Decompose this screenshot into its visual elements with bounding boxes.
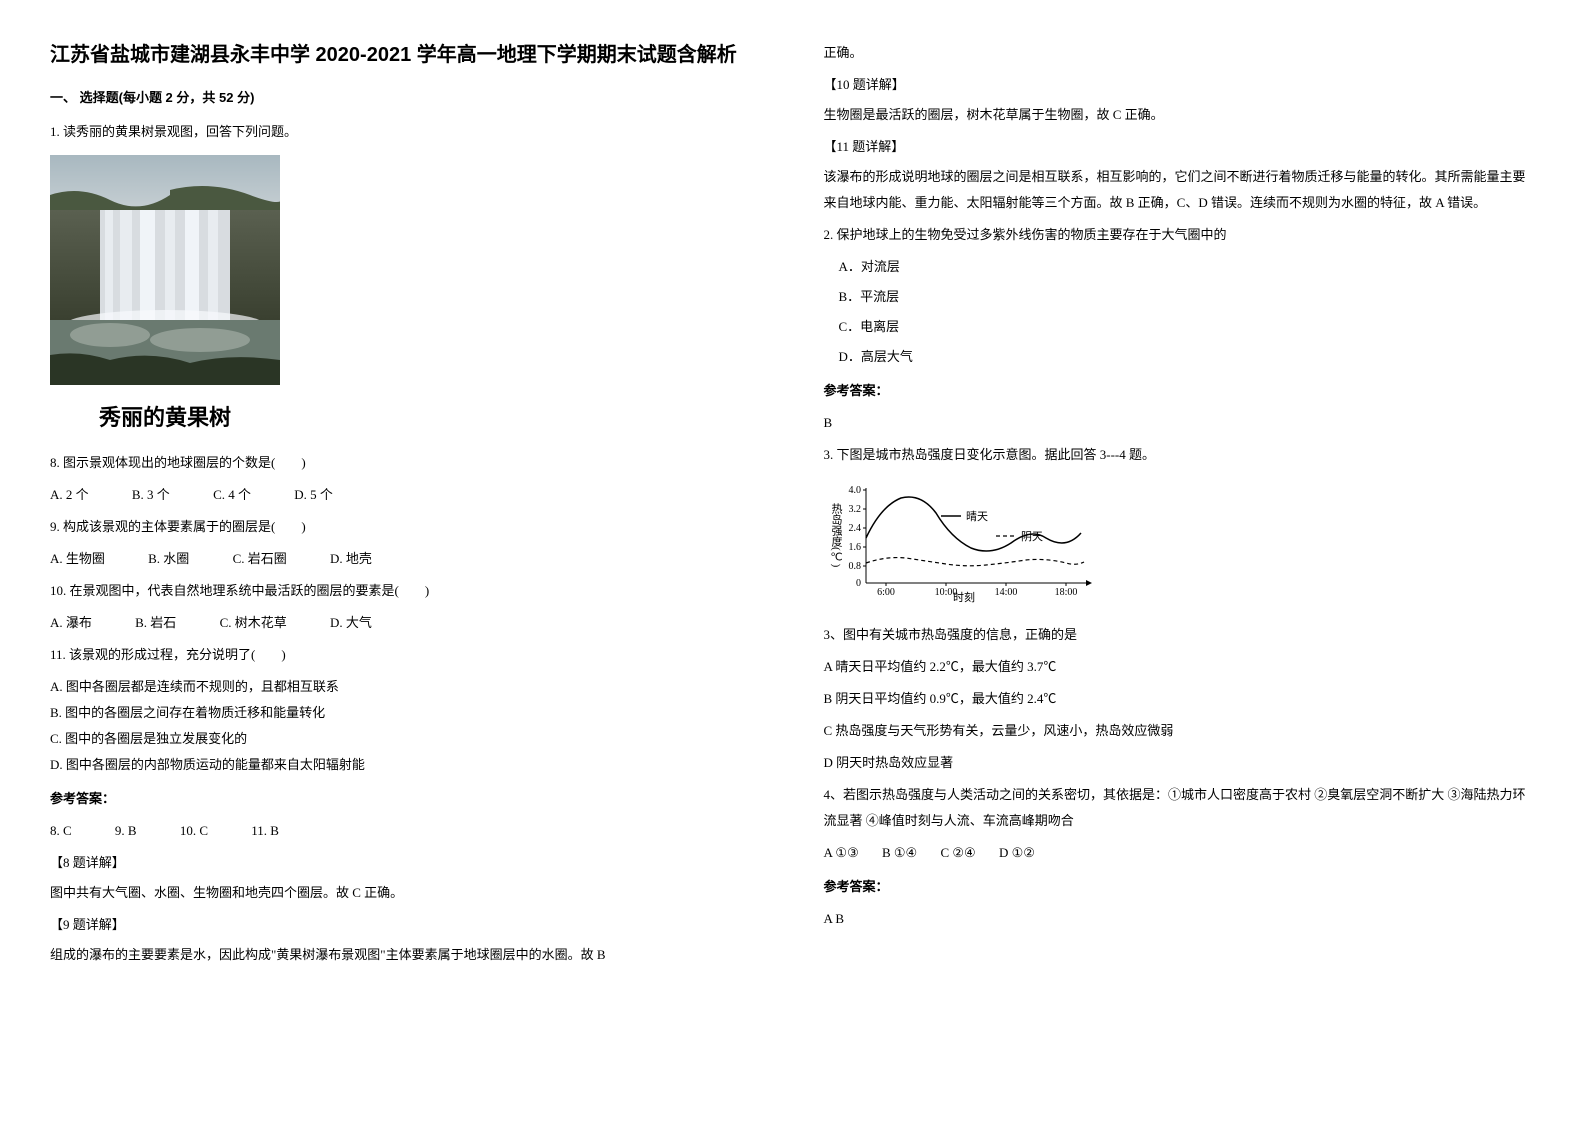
ans-9: 9. B <box>115 818 137 844</box>
q3-text: 3、图中有关城市热岛强度的信息，正确的是 <box>824 622 1538 648</box>
q8-opt-c: C. 4 个 <box>213 482 251 508</box>
q11-opt-c: C. 图中的各圈层是独立发展变化的 <box>50 726 764 752</box>
q2-opt-c: C．电离层 <box>839 314 1538 340</box>
q10-opt-d: D. 大气 <box>330 610 372 636</box>
q2-opt-d: D．高层大气 <box>839 344 1538 370</box>
cloudy-label: 阴天 <box>1021 530 1043 543</box>
exp11-heading: 【11 题详解】 <box>824 134 1538 160</box>
q11-opt-a: A. 图中各圈层都是连续而不规则的，且都相互联系 <box>50 674 764 700</box>
x-axis-label: 时刻 <box>953 590 975 603</box>
chart-svg: 4.0 3.2 2.4 1.6 0.8 0 6:00 10:00 14:00 1… <box>824 478 1104 603</box>
q4-options: A ①③ B ①④ C ②④ D ①② <box>824 840 1538 866</box>
q9-opt-d: D. 地壳 <box>330 546 372 572</box>
ytick-0: 0 <box>856 578 861 589</box>
waterfall-caption: 秀丽的黄果树 <box>50 396 280 440</box>
exp8-heading: 【8 题详解】 <box>50 850 764 876</box>
y-axis-label: 热岛强度(℃) <box>830 503 843 568</box>
xtick-6: 6:00 <box>877 587 895 598</box>
q3-opt-d: D 阴天时热岛效应显著 <box>824 750 1538 776</box>
q8-options: A. 2 个 B. 3 个 C. 4 个 D. 5 个 <box>50 482 764 508</box>
heat-island-chart: 4.0 3.2 2.4 1.6 0.8 0 6:00 10:00 14:00 1… <box>824 478 1538 612</box>
xtick-14: 14:00 <box>994 587 1017 598</box>
answer-heading-1: 参考答案： <box>50 786 764 812</box>
q3-opt-c: C 热岛强度与天气形势有关，云量少，风速小，热岛效应微弱 <box>824 718 1538 744</box>
q2-answer: B <box>824 410 1538 436</box>
sunny-line <box>866 497 1081 551</box>
q11-opt-b: B. 图中的各圈层之间存在着物质迁移和能量转化 <box>50 700 764 726</box>
q3-opt-a: A 晴天日平均值约 2.2℃，最大值约 3.7℃ <box>824 654 1538 680</box>
section-1-heading: 一、 选择题(每小题 2 分，共 52 分) <box>50 85 764 111</box>
left-column: 江苏省盐城市建湖县永丰中学 2020-2021 学年高一地理下学期期末试题含解析… <box>50 40 764 974</box>
q9-text: 9. 构成该景观的主体要素属于的圈层是( ) <box>50 514 764 540</box>
q10-options: A. 瀑布 B. 岩石 C. 树木花草 D. 大气 <box>50 610 764 636</box>
q3-opt-b: B 阴天日平均值约 0.9℃，最大值约 2.4℃ <box>824 686 1538 712</box>
q4-text: 4、若图示热岛强度与人类活动之间的关系密切，其依据是：①城市人口密度高于农村 ②… <box>824 782 1538 834</box>
q9-opt-a: A. 生物圈 <box>50 546 105 572</box>
ytick-16: 1.6 <box>848 542 861 553</box>
ytick-32: 3.2 <box>848 504 861 515</box>
q10-opt-b: B. 岩石 <box>135 610 176 636</box>
q9-opt-b: B. 水圈 <box>148 546 189 572</box>
q1-intro: 1. 读秀丽的黄果树景观图，回答下列问题。 <box>50 119 764 145</box>
ytick-40: 4.0 <box>848 485 861 496</box>
q8-opt-a: A. 2 个 <box>50 482 89 508</box>
exp8-text: 图中共有大气圈、水圈、生物圈和地壳四个圈层。故 C 正确。 <box>50 880 764 906</box>
waterfall-image-container: 秀丽的黄果树 <box>50 155 764 440</box>
document-title: 江苏省盐城市建湖县永丰中学 2020-2021 学年高一地理下学期期末试题含解析 <box>50 40 764 70</box>
sunny-label: 晴天 <box>966 510 988 523</box>
ytick-08: 0.8 <box>848 561 861 572</box>
q9-opt-c: C. 岩石圈 <box>233 546 287 572</box>
q8-opt-d: D. 5 个 <box>294 482 333 508</box>
q2-answer-heading: 参考答案： <box>824 378 1538 404</box>
answers-q8-11: 8. C 9. B 10. C 11. B <box>50 818 764 844</box>
q8-text: 8. 图示景观体现出的地球圈层的个数是( ) <box>50 450 764 476</box>
q4-opt-d: D ①② <box>999 840 1035 866</box>
q8-opt-b: B. 3 个 <box>132 482 170 508</box>
cloudy-line <box>866 558 1084 566</box>
q2-opt-b: B．平流层 <box>839 284 1538 310</box>
q10-opt-c: C. 树木花草 <box>220 610 287 636</box>
right-column: 正确。 【10 题详解】 生物圈是最活跃的圈层，树木花草属于生物圈，故 C 正确… <box>824 40 1538 974</box>
ans-11: 11. B <box>251 818 279 844</box>
q11-text: 11. 该景观的形成过程，充分说明了( ) <box>50 642 764 668</box>
ans-10: 10. C <box>180 818 208 844</box>
q4-opt-b: B ①④ <box>882 840 917 866</box>
q2-opt-a: A．对流层 <box>839 254 1538 280</box>
q10-opt-a: A. 瀑布 <box>50 610 92 636</box>
exp11-text: 该瀑布的形成说明地球的圈层之间是相互联系，相互影响的，它们之间不断进行着物质迁移… <box>824 164 1538 216</box>
waterfall-image <box>50 155 280 385</box>
q34-answer-heading: 参考答案： <box>824 874 1538 900</box>
q11-opt-d: D. 图中各圈层的内部物质运动的能量都来自太阳辐射能 <box>50 752 764 778</box>
xtick-18: 18:00 <box>1054 587 1077 598</box>
q4-opt-a: A ①③ <box>824 840 859 866</box>
exp9-heading: 【9 题详解】 <box>50 912 764 938</box>
ytick-24: 2.4 <box>848 523 861 534</box>
exp10-heading: 【10 题详解】 <box>824 72 1538 98</box>
q4-opt-c: C ②④ <box>940 840 975 866</box>
ans-8: 8. C <box>50 818 72 844</box>
q10-text: 10. 在景观图中，代表自然地理系统中最活跃的圈层的要素是( ) <box>50 578 764 604</box>
q34-answer: A B <box>824 906 1538 932</box>
exp10-text: 生物圈是最活跃的圈层，树木花草属于生物圈，故 C 正确。 <box>824 102 1538 128</box>
continuation-text: 正确。 <box>824 40 1538 66</box>
q9-options: A. 生物圈 B. 水圈 C. 岩石圈 D. 地壳 <box>50 546 764 572</box>
q2-text: 2. 保护地球上的生物免受过多紫外线伤害的物质主要存在于大气圈中的 <box>824 222 1538 248</box>
q3-intro: 3. 下图是城市热岛强度日变化示意图。据此回答 3---4 题。 <box>824 442 1538 468</box>
exp9-text: 组成的瀑布的主要要素是水，因此构成"黄果树瀑布景观图"主体要素属于地球圈层中的水… <box>50 942 764 968</box>
